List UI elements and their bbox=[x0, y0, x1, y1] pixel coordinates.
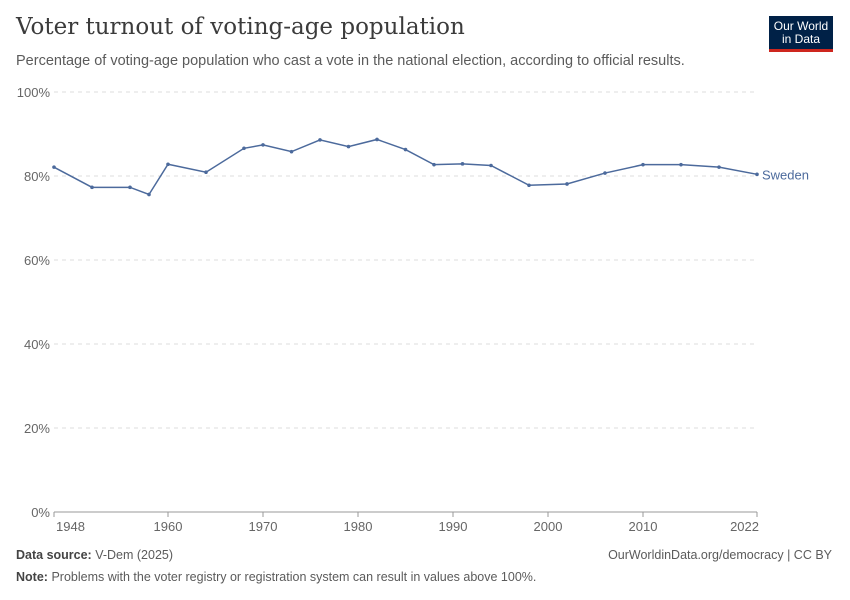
y-tick-label: 80% bbox=[24, 169, 50, 184]
x-tick-label: 2000 bbox=[534, 519, 563, 534]
data-point bbox=[318, 138, 322, 142]
data-point bbox=[375, 137, 379, 142]
note: Note: Problems with the voter registry o… bbox=[16, 570, 536, 584]
x-tick-label: 2022 bbox=[730, 519, 759, 534]
source-url[interactable]: OurWorldinData.org/democracy | CC BY bbox=[608, 548, 832, 562]
source-value[interactable]: V-Dem (2025) bbox=[95, 548, 174, 562]
note-label: Note: bbox=[16, 570, 48, 584]
chart-subtitle: Percentage of voting-age population who … bbox=[16, 53, 685, 69]
data-point bbox=[204, 170, 208, 175]
data-point bbox=[90, 185, 94, 190]
data-point bbox=[717, 165, 721, 169]
source-label: Data source: bbox=[16, 548, 92, 562]
data-point bbox=[755, 172, 759, 177]
y-tick-label: 100% bbox=[17, 85, 51, 100]
data-point bbox=[128, 185, 132, 190]
data-point bbox=[346, 144, 351, 149]
data-point bbox=[147, 192, 151, 197]
x-tick-label: 2010 bbox=[629, 519, 658, 534]
series-line-sweden bbox=[53, 138, 758, 196]
data-source: Data source: V-Dem (2025) bbox=[16, 548, 173, 562]
note-text: Problems with the voter registry or regi… bbox=[51, 570, 537, 584]
data-point bbox=[527, 183, 531, 188]
y-tick-label: 40% bbox=[24, 337, 50, 352]
x-tick-label: 1980 bbox=[344, 519, 373, 534]
y-tick-label: 20% bbox=[24, 421, 50, 436]
y-tick-label: 0% bbox=[31, 505, 50, 520]
data-point bbox=[460, 162, 465, 166]
x-tick-label: 1970 bbox=[249, 519, 278, 534]
chart-title: Voter turnout of voting-age population bbox=[16, 14, 465, 40]
x-tick-label: 1948 bbox=[56, 519, 85, 534]
y-tick-label: 60% bbox=[24, 253, 50, 268]
x-tick-label: 1990 bbox=[439, 519, 468, 534]
data-point bbox=[641, 162, 645, 167]
data-point bbox=[403, 147, 408, 152]
data-point bbox=[261, 143, 265, 147]
data-point bbox=[242, 146, 246, 151]
series-label: Sweden bbox=[762, 167, 809, 182]
data-point bbox=[289, 149, 294, 154]
data-point bbox=[166, 162, 170, 167]
data-point bbox=[52, 165, 56, 169]
x-tick-label: 1960 bbox=[154, 519, 183, 534]
owid-logo[interactable]: Our World in Data bbox=[769, 16, 833, 52]
data-point bbox=[432, 162, 436, 167]
data-point bbox=[489, 163, 493, 168]
data-point bbox=[565, 182, 569, 186]
data-point bbox=[603, 171, 607, 175]
data-point bbox=[679, 162, 683, 167]
